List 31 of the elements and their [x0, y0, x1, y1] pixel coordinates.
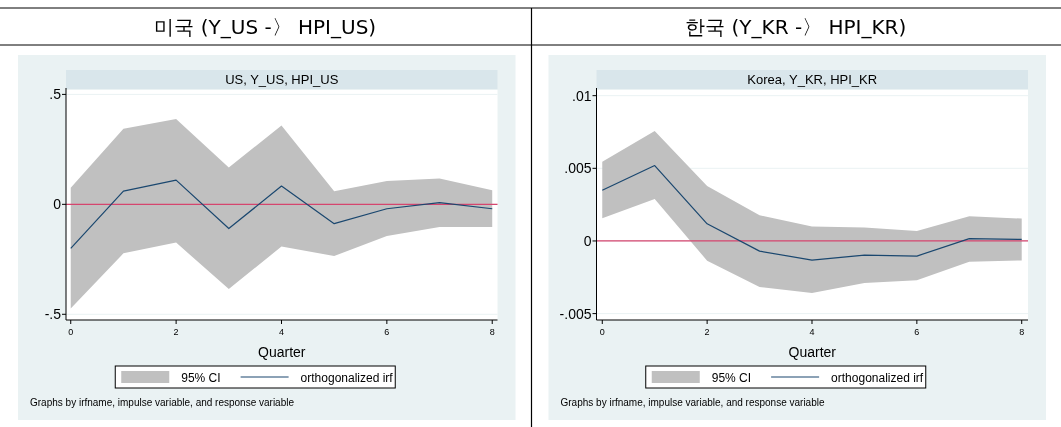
x-tick-label: 8 [489, 327, 495, 337]
text: 95% CI [181, 371, 221, 385]
text: Graphs by irfname, impulse variable, and response variable [30, 397, 295, 408]
y-tick-label: -.005 [559, 305, 592, 322]
x-tick-label: 8 [1019, 327, 1025, 337]
text: Graphs by irfname, impulse variable, and response variable [560, 397, 825, 408]
chart-subtitle: Korea, Y_KR, HPI_KR [747, 72, 878, 87]
chart-subtitle: US, Y_US, HPI_US [225, 72, 339, 87]
x-tick-label: 0 [599, 327, 605, 337]
chart-title: 한국 (Y_KR -〉 HPI_KR) [685, 15, 907, 39]
x-tick-label: 6 [914, 327, 920, 337]
y-tick-label: .01 [572, 87, 592, 104]
y-tick-label: 0 [583, 232, 592, 249]
x-tick-label: 2 [704, 327, 710, 337]
x-axis-title: Quarter [788, 344, 837, 360]
line-series [601, 164, 1023, 261]
x-tick-label: 6 [384, 327, 390, 337]
x-tick-label: 0 [68, 327, 74, 337]
line-series [70, 179, 493, 249]
x-axis-title: Quarter [258, 344, 306, 360]
y-tick-label: -.5 [44, 306, 62, 323]
y-tick-label: .5 [49, 86, 62, 103]
chart-title: 미국 (Y_US -〉 HPI_US) [154, 15, 377, 39]
x-tick-label: 2 [173, 327, 179, 337]
y-tick-label: 0 [53, 196, 62, 213]
text: 95% CI [711, 371, 752, 385]
x-tick-label: 4 [809, 327, 815, 337]
x-tick-label: 4 [278, 327, 284, 337]
y-tick-label: .005 [564, 160, 592, 177]
legend-label: orthogonalized irf [831, 371, 924, 385]
legend-label: orthogonalized irf [300, 371, 394, 385]
